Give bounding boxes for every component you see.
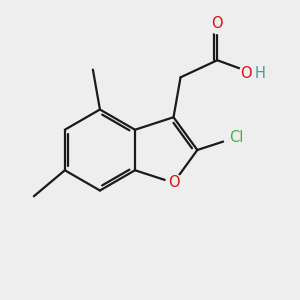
Text: H: H [255, 66, 266, 81]
Text: Cl: Cl [229, 130, 243, 145]
Text: O: O [212, 16, 223, 31]
Text: O: O [240, 66, 252, 81]
Text: O: O [168, 175, 179, 190]
